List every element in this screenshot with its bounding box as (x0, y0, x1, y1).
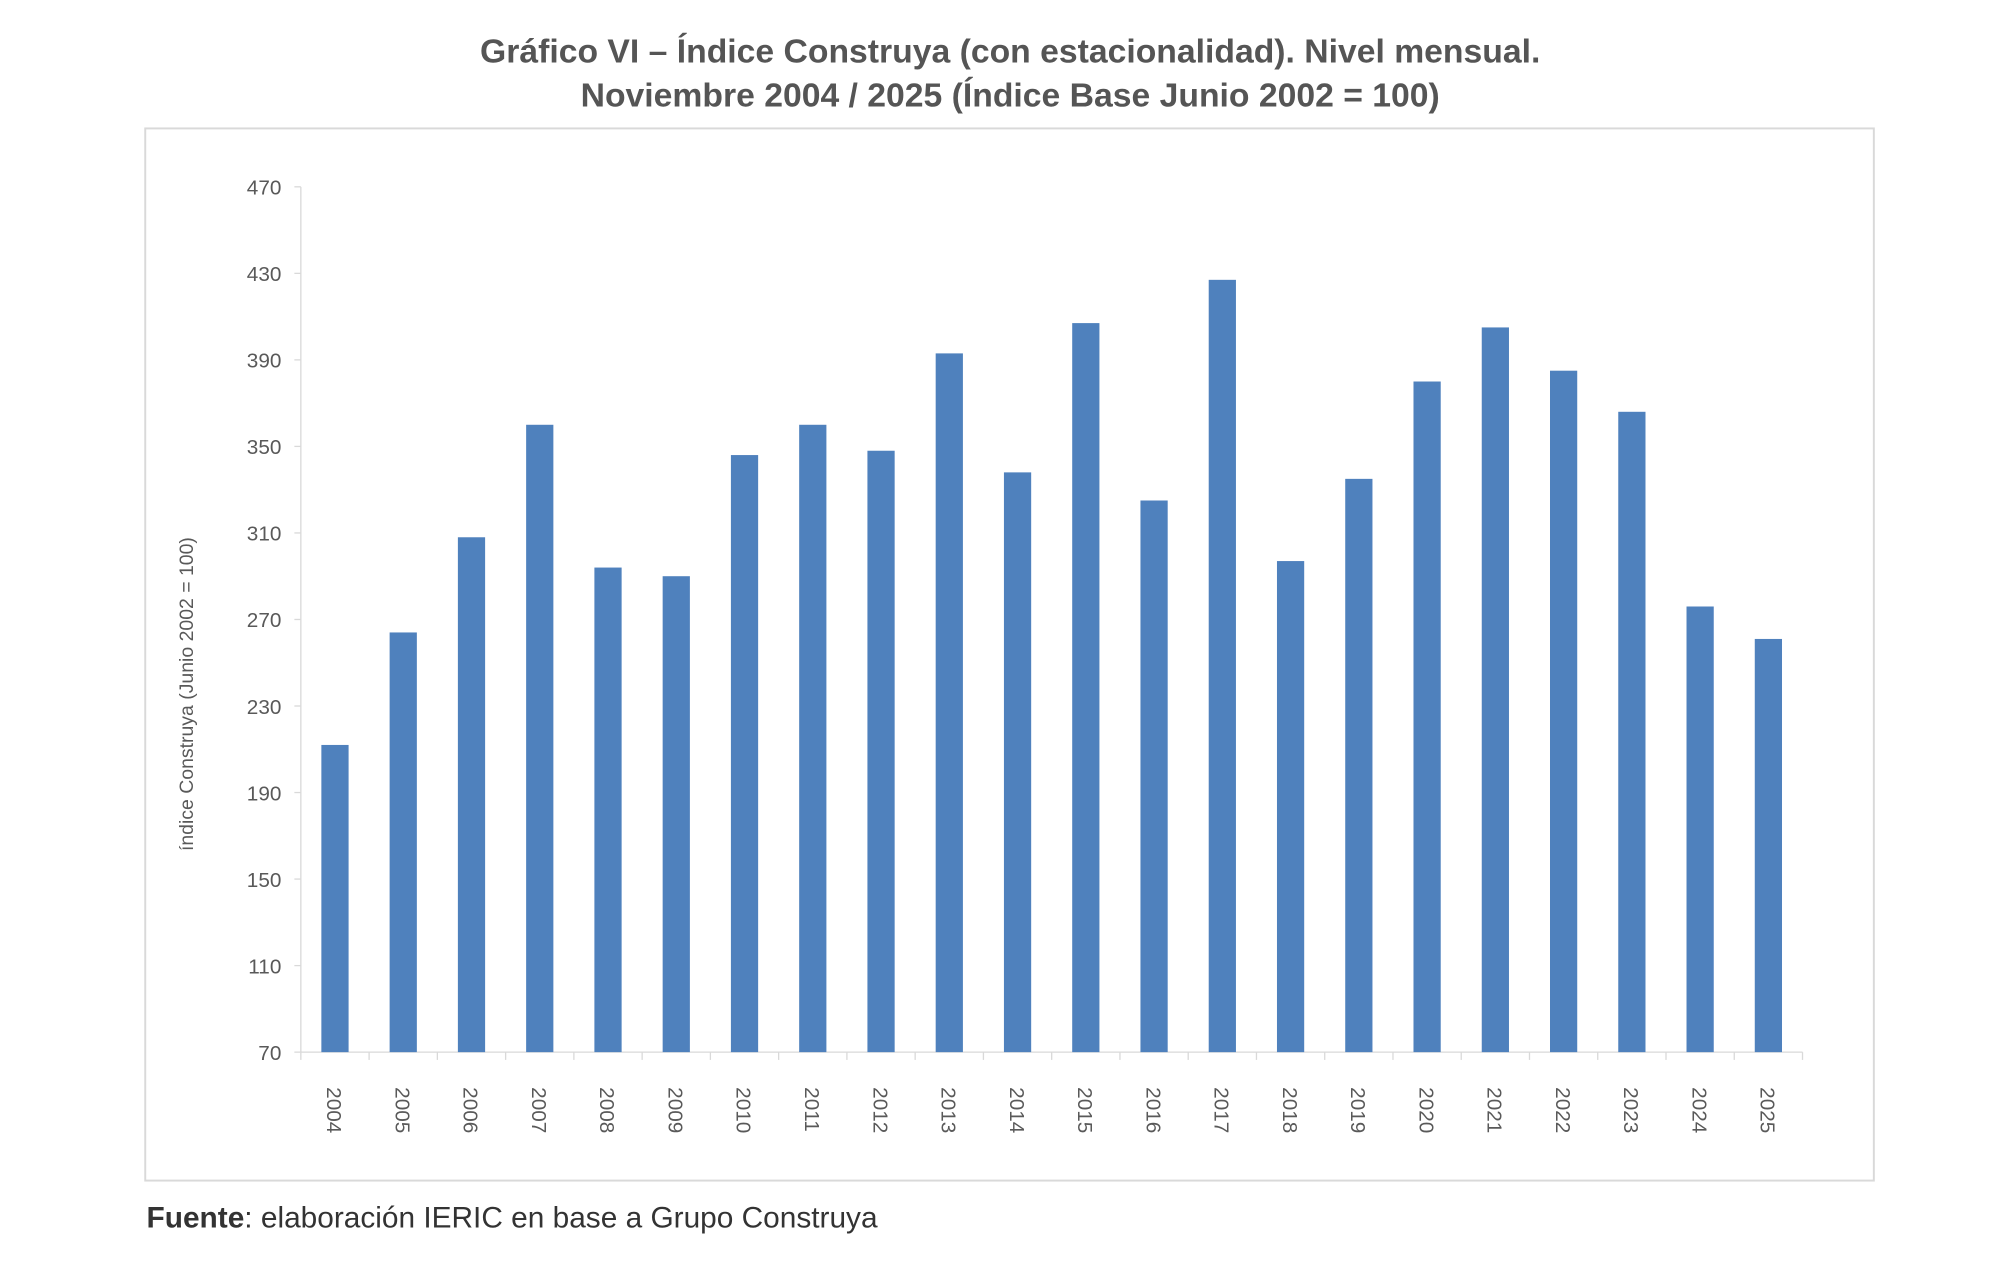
bar-2014 (1003, 472, 1032, 1053)
x-tick-label: 2008 (595, 1087, 618, 1133)
y-tick-label: 470 (247, 177, 282, 200)
bar-2006 (457, 537, 486, 1053)
x-tick-label: 2017 (1210, 1087, 1233, 1133)
x-tick-label: 2010 (732, 1087, 755, 1133)
y-tick-label: 230 (247, 696, 282, 719)
bar-2010 (730, 455, 759, 1053)
bar-2009 (662, 576, 690, 1053)
y-tick-label: 390 (247, 350, 282, 373)
chart-title: Gráfico VI – Índice Construya (con estac… (480, 32, 1540, 70)
x-tick-label: 2020 (1414, 1087, 1437, 1133)
bar-2015 (1072, 323, 1100, 1053)
bar-2018 (1276, 561, 1305, 1053)
x-tick-label: 2019 (1346, 1087, 1369, 1133)
y-axis-label: índice Construya (Junio 2002 = 100) (176, 537, 198, 851)
x-tick-label: 2012 (868, 1087, 891, 1133)
source-note: Fuente: elaboración IERIC en base a Grup… (147, 1201, 878, 1234)
x-tick-label: 2022 (1551, 1087, 1574, 1133)
bar-2012 (867, 450, 895, 1053)
y-tick-label: 270 (247, 609, 282, 632)
x-tick-label: 2014 (1005, 1087, 1028, 1133)
x-tick-label: 2006 (459, 1087, 482, 1133)
x-tick-label: 2007 (527, 1087, 550, 1133)
y-tick-label: 70 (258, 1042, 281, 1065)
bar-2005 (389, 632, 417, 1053)
bar-2008 (594, 567, 622, 1053)
y-tick-label: 150 (247, 869, 282, 892)
x-tick-label: 2024 (1687, 1087, 1710, 1133)
y-tick-label: 190 (247, 782, 282, 805)
y-tick-label: 110 (248, 955, 281, 978)
x-tick-label: 2023 (1619, 1087, 1642, 1133)
bar-2023 (1618, 411, 1646, 1053)
y-tick-label: 350 (247, 436, 282, 459)
x-tick-label: 2013 (937, 1087, 960, 1133)
bar-2020 (1413, 381, 1441, 1053)
bar-2011 (799, 424, 827, 1053)
source-text: : elaboración IERIC en base a Grupo Cons… (244, 1201, 878, 1234)
y-tick-label: 430 (247, 263, 282, 286)
x-tick-label: 2021 (1483, 1087, 1506, 1133)
x-tick-label: 2025 (1756, 1087, 1779, 1133)
chart-subtitle: Noviembre 2004 / 2025 (Índice Base Junio… (581, 76, 1440, 114)
bar-2004 (321, 744, 349, 1053)
x-tick-label: 2011 (800, 1087, 823, 1132)
x-tick-label: 2016 (1141, 1087, 1164, 1133)
x-tick-label: 2018 (1278, 1087, 1301, 1133)
y-tick-label: 310 (247, 523, 282, 546)
bar-2022 (1549, 370, 1578, 1053)
bar-2024 (1686, 606, 1714, 1053)
source-label: Fuente (147, 1201, 245, 1234)
bar-2007 (526, 424, 554, 1053)
x-tick-label: 2009 (663, 1087, 686, 1133)
x-tick-label: 2005 (390, 1087, 413, 1133)
x-tick-label: 2004 (322, 1087, 345, 1133)
bar-2021 (1481, 327, 1509, 1053)
bar-2019 (1345, 478, 1373, 1053)
bar-2025 (1754, 638, 1783, 1053)
bar-2016 (1140, 500, 1168, 1053)
x-tick-label: 2015 (1073, 1087, 1096, 1133)
bar-2017 (1208, 279, 1236, 1053)
bar-2013 (935, 353, 963, 1053)
